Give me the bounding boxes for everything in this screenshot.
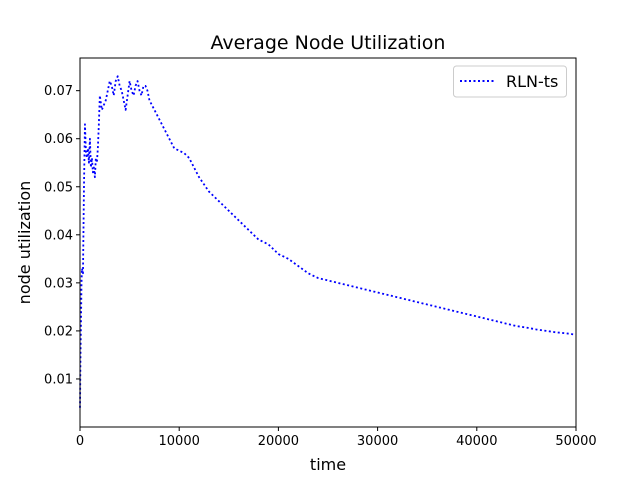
chart-title: Average Node Utilization xyxy=(211,32,446,54)
legend: RLN-ts xyxy=(453,65,567,98)
y-tick-label: 0.05 xyxy=(44,180,73,195)
x-axis-ticks: 0 10000 20000 30000 40000 50000 xyxy=(76,427,597,449)
y-tick-label: 0.06 xyxy=(44,132,73,147)
x-axis-label: time xyxy=(310,455,346,474)
y-tick-label: 0.02 xyxy=(44,324,73,339)
y-axis-ticks: 0.01 0.02 0.03 0.04 0.05 0.06 0.07 xyxy=(44,84,80,387)
x-tick-label: 30000 xyxy=(357,434,398,449)
y-tick-label: 0.07 xyxy=(44,84,73,99)
y-tick-label: 0.03 xyxy=(44,276,73,291)
y-axis-label: node utilization xyxy=(15,181,34,305)
x-tick-label: 0 xyxy=(76,434,84,449)
plot-frame xyxy=(79,57,577,428)
series-line-0 xyxy=(79,75,577,408)
x-tick-label: 40000 xyxy=(456,434,497,449)
plot-area xyxy=(79,57,577,428)
x-tick-label: 50000 xyxy=(555,434,596,449)
y-tick-label: 0.01 xyxy=(44,372,73,387)
x-tick-label: 10000 xyxy=(159,434,200,449)
x-tick-label: 20000 xyxy=(258,434,299,449)
legend-label-rln-ts: RLN-ts xyxy=(506,72,558,91)
legend-box xyxy=(453,65,567,98)
y-tick-label: 0.04 xyxy=(44,228,73,243)
series-layer xyxy=(79,75,577,408)
